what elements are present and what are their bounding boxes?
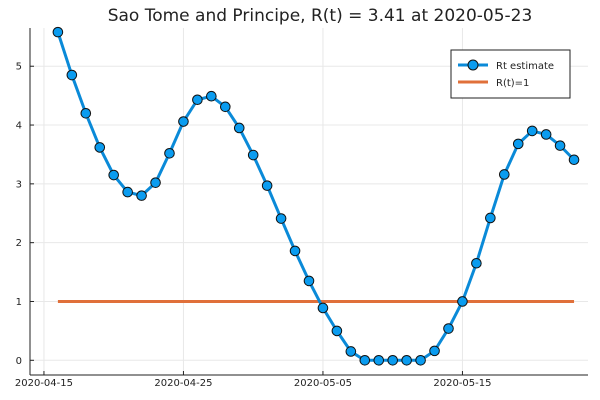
data-point xyxy=(471,257,482,269)
data-point xyxy=(540,129,552,140)
data-point xyxy=(192,94,203,106)
y-tick-label: 0 xyxy=(16,356,22,367)
data-point xyxy=(261,180,273,191)
data-point xyxy=(457,296,468,307)
data-point xyxy=(275,213,287,224)
data-point xyxy=(178,116,189,127)
data-point xyxy=(485,212,496,224)
data-point xyxy=(554,140,566,151)
data-point xyxy=(136,190,147,201)
data-point xyxy=(94,142,106,153)
legend-label-rt-estimate: Rt estimate xyxy=(496,61,554,72)
y-tick-label: 1 xyxy=(16,297,22,308)
data-point xyxy=(247,149,259,161)
data-point xyxy=(387,354,399,366)
data-point xyxy=(345,346,357,357)
data-point xyxy=(233,122,245,134)
x-tick-label: 2020-04-15 xyxy=(15,378,73,389)
data-point xyxy=(303,275,315,287)
data-point xyxy=(359,354,371,366)
y-tick-label: 3 xyxy=(16,179,22,190)
data-point xyxy=(220,101,231,113)
data-point xyxy=(108,169,119,181)
y-axis-ticks: 0 1 2 3 4 5 xyxy=(16,62,34,367)
x-axis-ticks: 2020-04-15 2020-04-25 2020-05-05 2020-05-15 xyxy=(15,371,492,389)
data-point xyxy=(401,354,412,366)
data-point xyxy=(122,186,133,198)
legend-marker-rt-estimate xyxy=(467,59,479,71)
data-point xyxy=(331,325,343,337)
y-tick-label: 4 xyxy=(16,121,22,132)
chart-title: Sao Tome and Principe, R(t) = 3.41 at 20… xyxy=(108,6,533,26)
data-point xyxy=(443,323,454,334)
x-tick-label: 2020-04-25 xyxy=(154,378,212,389)
data-point xyxy=(429,345,440,357)
data-point xyxy=(289,245,301,257)
data-point xyxy=(52,26,64,38)
legend-label-threshold: R(t)=1 xyxy=(496,78,529,89)
data-point xyxy=(373,354,385,366)
series xyxy=(52,26,580,366)
data-point xyxy=(164,147,175,159)
data-point xyxy=(80,107,92,119)
data-point xyxy=(512,138,524,150)
x-tick-label: 2020-05-05 xyxy=(294,378,352,389)
axes xyxy=(29,28,588,376)
data-point xyxy=(150,177,161,188)
data-point xyxy=(526,125,538,137)
data-point xyxy=(568,154,580,166)
legend-box xyxy=(450,49,571,99)
data-point xyxy=(206,90,217,102)
data-point xyxy=(317,302,329,314)
data-point xyxy=(66,69,78,81)
data-point xyxy=(415,354,426,366)
legend: Rt estimate R(t)=1 xyxy=(450,49,571,99)
y-tick-label: 2 xyxy=(16,238,22,249)
x-tick-label: 2020-05-15 xyxy=(433,378,491,389)
y-tick-label: 5 xyxy=(16,62,22,73)
data-point xyxy=(499,169,510,180)
